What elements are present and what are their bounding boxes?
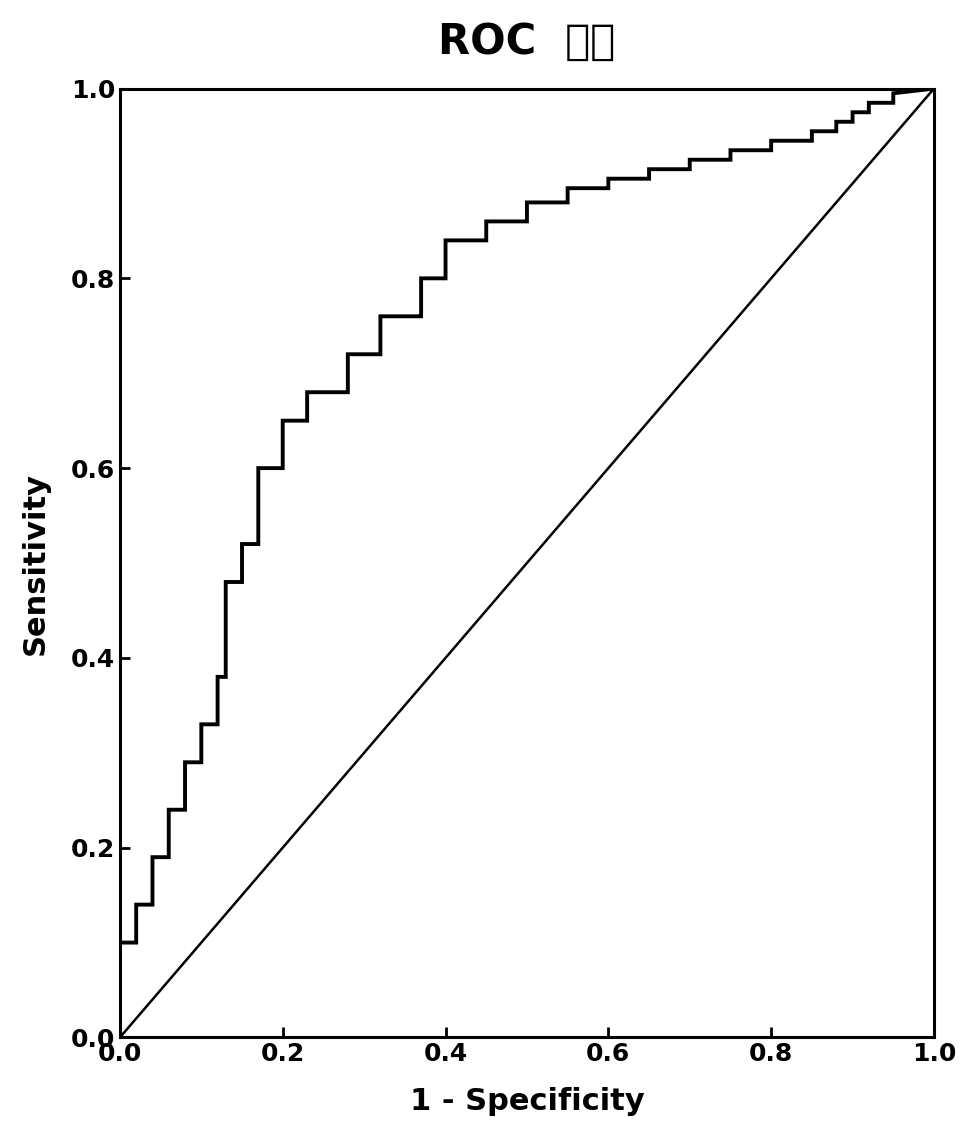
- Y-axis label: Sensitivity: Sensitivity: [21, 472, 50, 655]
- Title: ROC  曲线: ROC 曲线: [439, 20, 616, 63]
- X-axis label: 1 - Specificity: 1 - Specificity: [409, 1087, 644, 1117]
